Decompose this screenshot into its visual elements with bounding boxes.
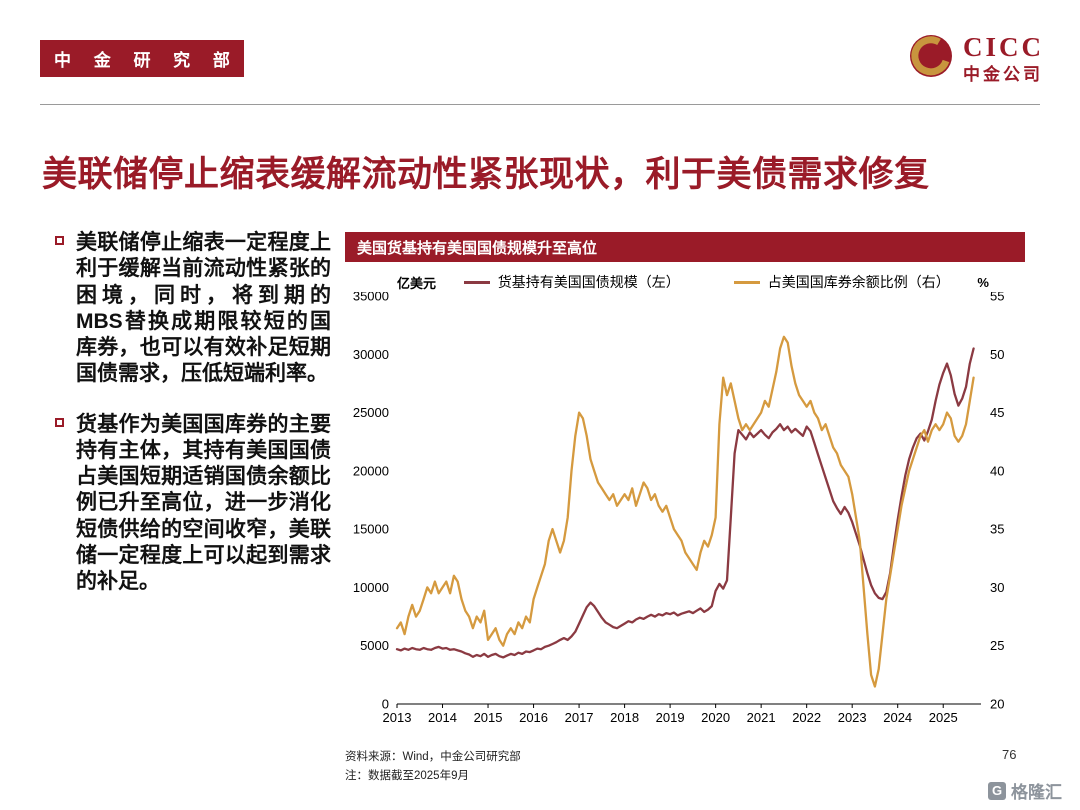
svg-text:25000: 25000: [353, 405, 389, 420]
svg-text:45: 45: [990, 405, 1004, 420]
cicc-logo: CICC 中金公司: [909, 34, 1044, 83]
svg-text:2022: 2022: [792, 710, 821, 725]
svg-text:2023: 2023: [838, 710, 867, 725]
svg-text:35000: 35000: [353, 292, 389, 304]
chart-panel: 美国货基持有美国国债规模升至高位 亿美元 货基持有美国国债规模（左） 占美国国库…: [345, 232, 1025, 732]
legend-label: 占美国国库券余额比例（右）: [767, 274, 950, 290]
bullet-text: 美联储停止缩表一定程度上利于缓解当前流动性紧张的困境，同时，将到期的MBS替换成…: [76, 231, 331, 386]
cicc-logo-chinese: 中金公司: [962, 65, 1043, 84]
legend-item-share: 占美国国库券余额比例（右）: [733, 272, 950, 292]
page-number: 76: [1002, 747, 1017, 762]
svg-text:40: 40: [990, 463, 1004, 478]
svg-text:20000: 20000: [353, 463, 389, 478]
bullet-item: 美联储停止缩表一定程度上利于缓解当前流动性紧张的困境，同时，将到期的MBS替换成…: [55, 230, 331, 388]
svg-text:2018: 2018: [610, 710, 639, 725]
research-dept-badge: 中 金 研 究 部: [40, 40, 244, 77]
svg-text:15000: 15000: [353, 522, 389, 537]
svg-text:30000: 30000: [353, 347, 389, 362]
svg-text:10000: 10000: [353, 580, 389, 595]
gelonghui-icon: G: [988, 781, 1006, 800]
note-text: 注：数据截至2025年9月: [345, 770, 469, 782]
source-text: 资料来源：Wind，中金公司研究部: [345, 751, 521, 763]
cicc-logo-text: CICC 中金公司: [962, 32, 1044, 84]
svg-text:2015: 2015: [474, 710, 503, 725]
header-divider: [40, 104, 1040, 105]
svg-text:55: 55: [990, 292, 1004, 304]
svg-text:50: 50: [990, 347, 1004, 362]
page-title: 美联储停止缩表缓解流动性紧张现状，利于美债需求修复: [42, 155, 930, 194]
gelonghui-watermark: G 格隆汇: [988, 778, 1062, 803]
cicc-logo-icon: [909, 34, 953, 83]
gelonghui-text: 格隆汇: [1011, 783, 1062, 802]
svg-text:2013: 2013: [383, 710, 412, 725]
right-axis-unit-label: %: [977, 274, 989, 290]
bullet-text: 货基作为美国国库券的主要持有主体，其持有美国国债占美国短期适销国债余额比例已升至…: [76, 412, 331, 594]
cicc-logo-latin: CICC: [962, 32, 1044, 62]
chart-legend: 货基持有美国国债规模（左） 占美国国库券余额比例（右）: [463, 272, 950, 292]
legend-label: 货基持有美国国债规模（左）: [497, 274, 680, 290]
svg-text:2021: 2021: [747, 710, 776, 725]
bullet-list: 美联储停止缩表一定程度上利于缓解当前流动性紧张的困境，同时，将到期的MBS替换成…: [55, 230, 331, 595]
svg-text:2016: 2016: [519, 710, 548, 725]
left-axis-unit-label: 亿美元: [397, 275, 437, 291]
svg-text:30: 30: [990, 580, 1004, 595]
svg-text:20: 20: [990, 697, 1004, 712]
chart-top-row: 亿美元 货基持有美国国债规模（左） 占美国国库券余额比例（右） %: [345, 262, 1025, 292]
bullet-item: 货基作为美国国库券的主要持有主体，其持有美国国债占美国短期适销国债余额比例已升至…: [55, 412, 331, 596]
legend-line-swatch: [733, 280, 760, 284]
svg-text:2017: 2017: [565, 710, 594, 725]
legend-line-swatch: [463, 280, 490, 284]
svg-text:25: 25: [990, 638, 1004, 653]
svg-text:2020: 2020: [701, 710, 730, 725]
svg-text:5000: 5000: [360, 638, 389, 653]
svg-text:2025: 2025: [929, 710, 958, 725]
svg-text:2019: 2019: [656, 710, 685, 725]
bullet-square-icon: [55, 236, 64, 245]
bullet-square-icon: [55, 417, 64, 427]
legend-item-holdings: 货基持有美国国债规模（左）: [463, 272, 680, 292]
svg-text:35: 35: [990, 522, 1004, 537]
chart-title-bar: 美国货基持有美国国债规模升至高位: [345, 232, 1025, 262]
chart-svg: 0500010000150002000025000300003500020253…: [353, 292, 1005, 725]
svg-text:0: 0: [382, 697, 389, 712]
svg-text:2014: 2014: [428, 710, 457, 725]
svg-text:2024: 2024: [883, 710, 912, 725]
